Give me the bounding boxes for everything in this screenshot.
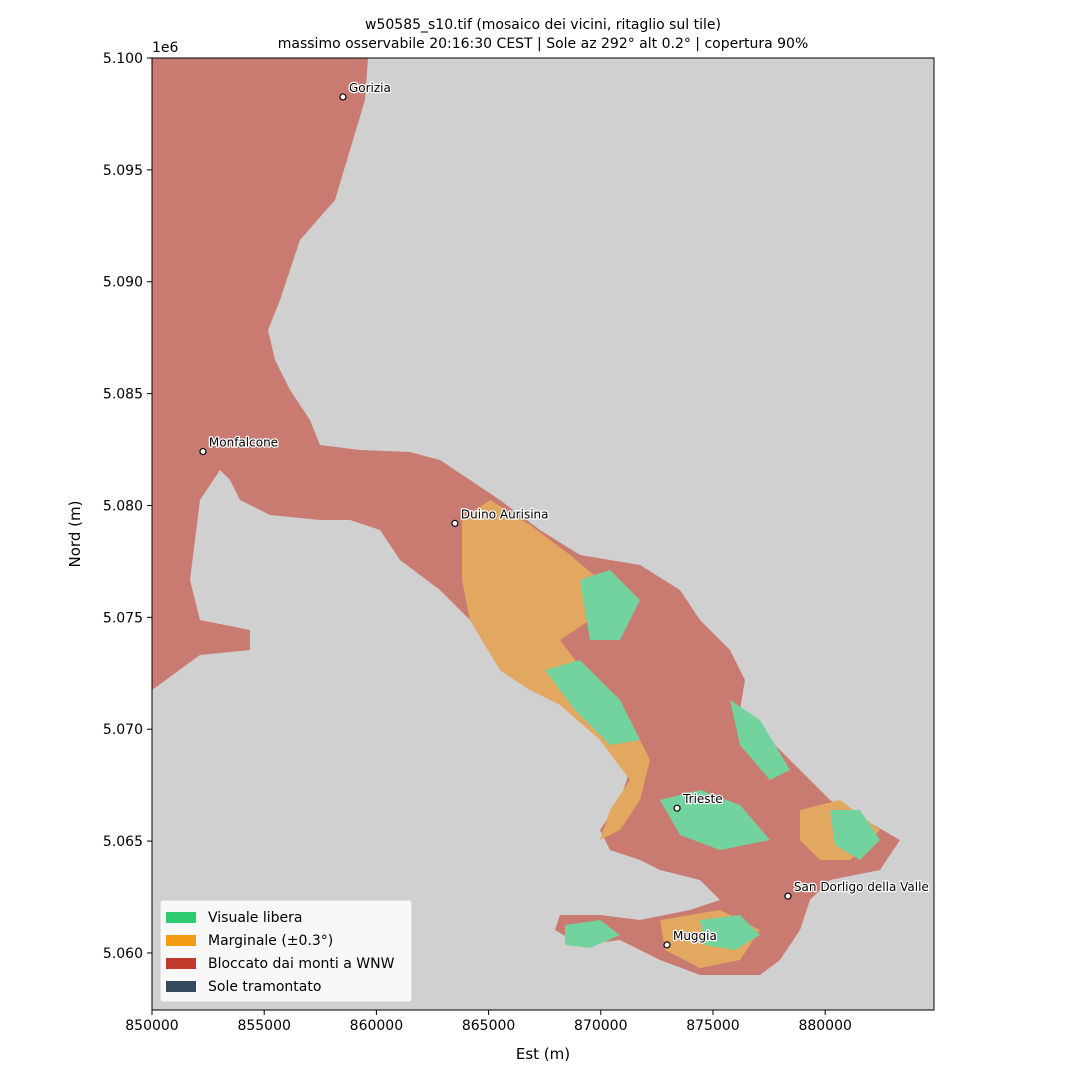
legend-swatch <box>166 912 196 923</box>
y-tick-label: 5.100 <box>103 51 143 67</box>
x-tick-label: 880000 <box>798 1018 851 1034</box>
land-clear <box>730 700 790 780</box>
place-label: Trieste <box>682 792 723 806</box>
place-label: Muggia <box>673 929 717 943</box>
legend-swatch <box>166 935 196 946</box>
x-tick-label: 855000 <box>237 1018 290 1034</box>
legend-box <box>159 899 413 1003</box>
y-tick-label: 5.085 <box>103 387 143 403</box>
map-title: w50585_s10.tif (mosaico dei vicini, rita… <box>365 17 721 33</box>
y-tick-label: 5.095 <box>103 163 143 179</box>
x-tick-label: 850000 <box>125 1018 178 1034</box>
x-tick-label: 875000 <box>686 1018 739 1034</box>
land-clear <box>545 660 640 745</box>
legend-label: Visuale libera <box>208 910 302 926</box>
x-tick-label: 865000 <box>462 1018 515 1034</box>
land-clear <box>565 920 620 948</box>
place-label: San Dorligo della Valle <box>794 880 929 894</box>
place-label: Monfalcone <box>209 436 278 450</box>
y-tick-label: 5.090 <box>103 275 143 291</box>
y-tick-label: 5.060 <box>103 946 143 962</box>
axes-frame <box>151 57 935 1011</box>
axes: 850000 855000 860000 865000 870000 875000 8800… <box>103 51 930 1034</box>
legend-swatch <box>166 958 196 969</box>
x-tick-label: 860000 <box>350 1018 403 1034</box>
place-label: Duino Aurisina <box>461 507 549 521</box>
legend-label: Bloccato dai monti a WNW <box>208 956 395 972</box>
legend-swatch <box>166 981 196 992</box>
legend-label: Sole tramontato <box>208 979 321 995</box>
land-clear <box>830 810 880 860</box>
map-subtitle: massimo osservabile 20:16:30 CEST | Sole… <box>278 36 809 52</box>
place-marker <box>784 892 792 900</box>
place-marker <box>663 941 671 949</box>
y-tick-label: 5.065 <box>103 834 143 850</box>
y-axis-label: Nord (m) <box>66 501 84 568</box>
y-tick-label: 5.075 <box>103 610 143 626</box>
land-clear <box>580 570 640 640</box>
land-clear <box>660 790 770 850</box>
x-tick-label: 870000 <box>574 1018 627 1034</box>
place-marker <box>451 519 459 527</box>
land-clear <box>700 915 760 950</box>
place-label: Gorizia <box>349 81 391 95</box>
place-marker <box>673 804 681 812</box>
place-marker <box>199 447 207 456</box>
land <box>152 58 900 975</box>
x-axis-label: Est (m) <box>516 1045 570 1063</box>
y-offset-label: 1e6 <box>152 40 179 56</box>
land-blocked <box>152 58 900 975</box>
y-tick-label: 5.070 <box>103 722 143 738</box>
place-marker <box>339 93 347 101</box>
legend-label: Marginale (±0.3°) <box>208 933 333 949</box>
y-tick-label: 5.080 <box>103 498 143 514</box>
